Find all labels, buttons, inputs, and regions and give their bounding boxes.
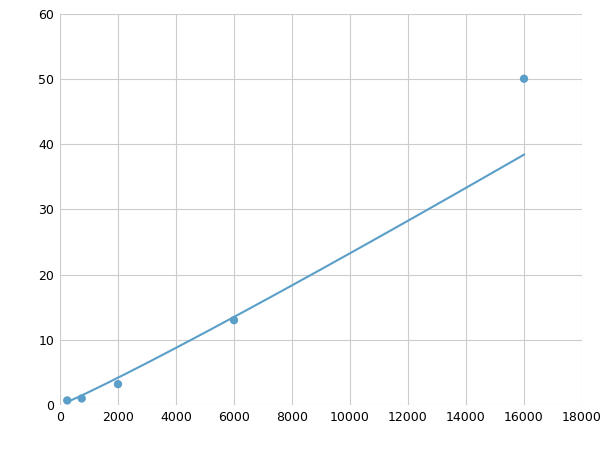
Point bbox=[77, 395, 86, 402]
Point bbox=[519, 75, 529, 82]
Point bbox=[113, 381, 123, 388]
Point bbox=[229, 317, 239, 324]
Point bbox=[62, 397, 72, 404]
